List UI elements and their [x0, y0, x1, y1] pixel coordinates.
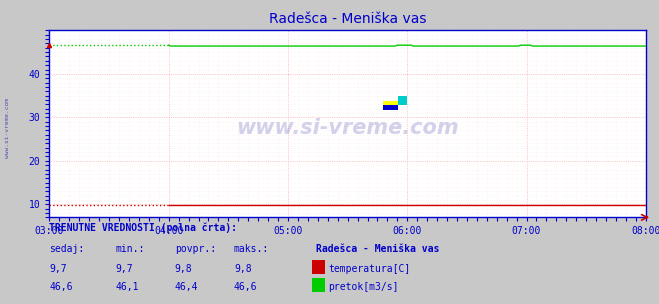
Text: povpr.:: povpr.: — [175, 244, 215, 254]
Text: 9,8: 9,8 — [175, 264, 192, 274]
Text: 46,6: 46,6 — [49, 282, 73, 292]
Text: 9,8: 9,8 — [234, 264, 252, 274]
Text: 46,6: 46,6 — [234, 282, 258, 292]
Text: 9,7: 9,7 — [115, 264, 133, 274]
Text: TRENUTNE VREDNOSTI (polna črta):: TRENUTNE VREDNOSTI (polna črta): — [49, 223, 237, 233]
Text: maks.:: maks.: — [234, 244, 269, 254]
Text: 46,4: 46,4 — [175, 282, 198, 292]
Text: Radešca - Meniška vas: Radešca - Meniška vas — [316, 244, 440, 254]
FancyBboxPatch shape — [384, 105, 398, 110]
Text: 46,1: 46,1 — [115, 282, 139, 292]
FancyBboxPatch shape — [398, 96, 407, 105]
Text: temperatura[C]: temperatura[C] — [328, 264, 411, 274]
FancyBboxPatch shape — [384, 101, 398, 105]
Text: pretok[m3/s]: pretok[m3/s] — [328, 282, 399, 292]
Text: 9,7: 9,7 — [49, 264, 67, 274]
Text: www.si-vreme.com: www.si-vreme.com — [237, 118, 459, 138]
Title: Radešca - Meniška vas: Radešca - Meniška vas — [269, 12, 426, 26]
Text: sedaj:: sedaj: — [49, 244, 84, 254]
Text: www.si-vreme.com: www.si-vreme.com — [5, 98, 11, 158]
Text: min.:: min.: — [115, 244, 145, 254]
